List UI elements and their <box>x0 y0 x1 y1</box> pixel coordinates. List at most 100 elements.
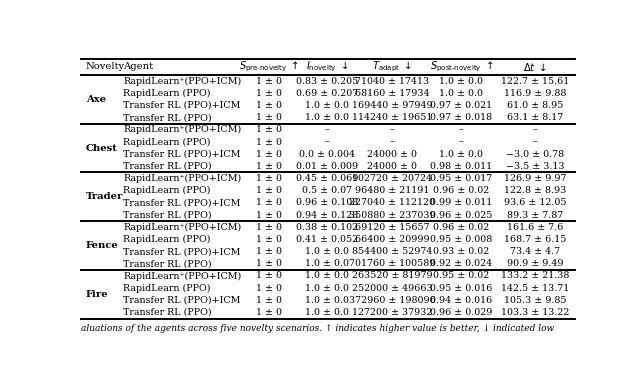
Text: 68160 ± 17934: 68160 ± 17934 <box>355 89 429 98</box>
Text: Fence: Fence <box>86 241 118 250</box>
Text: –: – <box>459 138 464 147</box>
Text: 71040 ± 17413: 71040 ± 17413 <box>355 77 429 86</box>
Text: 0.45 ± 0.069: 0.45 ± 0.069 <box>296 174 358 183</box>
Text: 1 ± 0: 1 ± 0 <box>256 283 282 293</box>
Text: 0.96 ± 0.02: 0.96 ± 0.02 <box>433 223 490 232</box>
Text: 161.6 ± 7.6: 161.6 ± 7.6 <box>507 223 563 232</box>
Text: 1 ± 0: 1 ± 0 <box>256 247 282 256</box>
Text: 1 ± 0: 1 ± 0 <box>256 211 282 219</box>
Text: 102720 ± 20724: 102720 ± 20724 <box>352 174 432 183</box>
Text: 122.8 ± 8.93: 122.8 ± 8.93 <box>504 186 566 195</box>
Text: 1 ± 0: 1 ± 0 <box>256 223 282 232</box>
Text: Axe: Axe <box>86 95 106 104</box>
Text: 24000 ± 0: 24000 ± 0 <box>367 150 417 159</box>
Text: 169440 ± 97949: 169440 ± 97949 <box>351 101 432 110</box>
Text: 0.69 ± 0.207: 0.69 ± 0.207 <box>296 89 358 98</box>
Text: 0.94 ± 0.016: 0.94 ± 0.016 <box>430 296 493 305</box>
Text: 168.7 ± 6.15: 168.7 ± 6.15 <box>504 235 566 244</box>
Text: Transfer RL (PPO)+ICM: Transfer RL (PPO)+ICM <box>123 296 241 305</box>
Text: 350880 ± 237039: 350880 ± 237039 <box>349 211 435 219</box>
Text: 103.3 ± 13.22: 103.3 ± 13.22 <box>501 308 570 317</box>
Text: 1.0 ± 0.0: 1.0 ± 0.0 <box>305 101 349 110</box>
Text: 0.41 ± 0.052: 0.41 ± 0.052 <box>296 235 358 244</box>
Text: Transfer RL (PPO): Transfer RL (PPO) <box>123 308 212 317</box>
Text: RapidLearn⁺(PPO+ICM): RapidLearn⁺(PPO+ICM) <box>123 174 241 183</box>
Text: 126.9 ± 9.97: 126.9 ± 9.97 <box>504 174 566 183</box>
Text: RapidLearn⁺(PPO+ICM): RapidLearn⁺(PPO+ICM) <box>123 77 241 86</box>
Text: 127200 ± 37932: 127200 ± 37932 <box>352 308 432 317</box>
Text: 114240 ± 19651: 114240 ± 19651 <box>352 113 432 122</box>
Text: 1 ± 0: 1 ± 0 <box>256 101 282 110</box>
Text: 227040 ± 112120: 227040 ± 112120 <box>349 199 435 207</box>
Text: 0.96 ± 0.02: 0.96 ± 0.02 <box>433 186 490 195</box>
Text: aluations of the agents across five novelty scenarios. ↑ indicates higher value : aluations of the agents across five nove… <box>81 324 554 333</box>
Text: 1.0 ± 0.0: 1.0 ± 0.0 <box>440 89 483 98</box>
Text: 0.95 ± 0.017: 0.95 ± 0.017 <box>430 174 493 183</box>
Text: 263520 ± 81979: 263520 ± 81979 <box>351 271 432 280</box>
Text: Transfer RL (PPO)+ICM: Transfer RL (PPO)+ICM <box>123 247 241 256</box>
Text: 1 ± 0: 1 ± 0 <box>256 308 282 317</box>
Text: 1.0 ± 0.0: 1.0 ± 0.0 <box>440 77 483 86</box>
Text: 1 ± 0: 1 ± 0 <box>256 296 282 305</box>
Text: $T_\mathrm{adapt}\ \downarrow$: $T_\mathrm{adapt}\ \downarrow$ <box>372 60 412 74</box>
Text: 0.93 ± 0.02: 0.93 ± 0.02 <box>433 247 490 256</box>
Text: 0.92 ± 0.024: 0.92 ± 0.024 <box>430 259 493 268</box>
Text: 0.5 ± 0.07: 0.5 ± 0.07 <box>302 186 352 195</box>
Text: 105.3 ± 9.85: 105.3 ± 9.85 <box>504 296 566 305</box>
Text: 24000 ± 0: 24000 ± 0 <box>367 162 417 171</box>
Text: 1 ± 0: 1 ± 0 <box>256 235 282 244</box>
Text: 0.95 ± 0.016: 0.95 ± 0.016 <box>430 283 493 293</box>
Text: 0.99 ± 0.011: 0.99 ± 0.011 <box>430 199 493 207</box>
Text: 0.96 ± 0.108: 0.96 ± 0.108 <box>296 199 358 207</box>
Text: $I_\mathrm{novelty}\ \downarrow$: $I_\mathrm{novelty}\ \downarrow$ <box>306 60 348 74</box>
Text: 701760 ± 100589: 701760 ± 100589 <box>349 259 435 268</box>
Text: Transfer RL (PPO)+ICM: Transfer RL (PPO)+ICM <box>123 150 241 159</box>
Text: –: – <box>533 138 538 147</box>
Text: –: – <box>533 125 538 134</box>
Text: Fire: Fire <box>86 290 109 299</box>
Text: 0.01 ± 0.009: 0.01 ± 0.009 <box>296 162 358 171</box>
Text: 66400 ± 20999: 66400 ± 20999 <box>355 235 429 244</box>
Text: 122.7 ± 15.61: 122.7 ± 15.61 <box>501 77 570 86</box>
Text: Transfer RL (PPO): Transfer RL (PPO) <box>123 113 212 122</box>
Text: Novelty: Novelty <box>86 62 125 72</box>
Text: RapidLearn⁺(PPO+ICM): RapidLearn⁺(PPO+ICM) <box>123 271 241 280</box>
Text: 1 ± 0: 1 ± 0 <box>256 77 282 86</box>
Text: 90.9 ± 9.49: 90.9 ± 9.49 <box>507 259 564 268</box>
Text: 1 ± 0: 1 ± 0 <box>256 113 282 122</box>
Text: 133.2 ± 21.38: 133.2 ± 21.38 <box>501 271 570 280</box>
Text: –: – <box>390 125 394 134</box>
Text: Transfer RL (PPO): Transfer RL (PPO) <box>123 162 212 171</box>
Text: 93.6 ± 12.05: 93.6 ± 12.05 <box>504 199 566 207</box>
Text: RapidLearn (PPO): RapidLearn (PPO) <box>123 283 211 293</box>
Text: −3.0 ± 0.78: −3.0 ± 0.78 <box>506 150 564 159</box>
Text: 0.96 ± 0.029: 0.96 ± 0.029 <box>430 308 493 317</box>
Text: 69120 ± 15657: 69120 ± 15657 <box>355 223 429 232</box>
Text: 0.98 ± 0.011: 0.98 ± 0.011 <box>430 162 493 171</box>
Text: 854400 ± 52974: 854400 ± 52974 <box>352 247 432 256</box>
Text: –: – <box>459 125 464 134</box>
Text: –: – <box>390 138 394 147</box>
Text: 73.4 ± 4.7: 73.4 ± 4.7 <box>510 247 561 256</box>
Text: 1 ± 0: 1 ± 0 <box>256 186 282 195</box>
Text: –: – <box>324 125 330 134</box>
Text: 0.83 ± 0.205: 0.83 ± 0.205 <box>296 77 358 86</box>
Text: 1.0 ± 0.0: 1.0 ± 0.0 <box>305 247 349 256</box>
Text: RapidLearn (PPO): RapidLearn (PPO) <box>123 186 211 195</box>
Text: 1 ± 0: 1 ± 0 <box>256 125 282 134</box>
Text: 0.96 ± 0.025: 0.96 ± 0.025 <box>430 211 493 219</box>
Text: $\Delta t\ \downarrow$: $\Delta t\ \downarrow$ <box>523 61 547 72</box>
Text: RapidLearn (PPO): RapidLearn (PPO) <box>123 89 211 98</box>
Text: RapidLearn⁺(PPO+ICM): RapidLearn⁺(PPO+ICM) <box>123 223 241 232</box>
Text: 61.0 ± 8.95: 61.0 ± 8.95 <box>507 101 563 110</box>
Text: 0.94 ± 0.128: 0.94 ± 0.128 <box>296 211 358 219</box>
Text: $S_\mathrm{pre\text{-}novelty}\ \uparrow$: $S_\mathrm{pre\text{-}novelty}\ \uparrow… <box>239 60 300 74</box>
Text: −3.5 ± 3.13: −3.5 ± 3.13 <box>506 162 564 171</box>
Text: 1.0 ± 0.0: 1.0 ± 0.0 <box>305 259 349 268</box>
Text: Transfer RL (PPO)+ICM: Transfer RL (PPO)+ICM <box>123 101 241 110</box>
Text: 1.0 ± 0.0: 1.0 ± 0.0 <box>305 283 349 293</box>
Text: 0.95 ± 0.02: 0.95 ± 0.02 <box>433 271 490 280</box>
Text: 1 ± 0: 1 ± 0 <box>256 150 282 159</box>
Text: 0.0 ± 0.004: 0.0 ± 0.004 <box>299 150 355 159</box>
Text: –: – <box>324 138 330 147</box>
